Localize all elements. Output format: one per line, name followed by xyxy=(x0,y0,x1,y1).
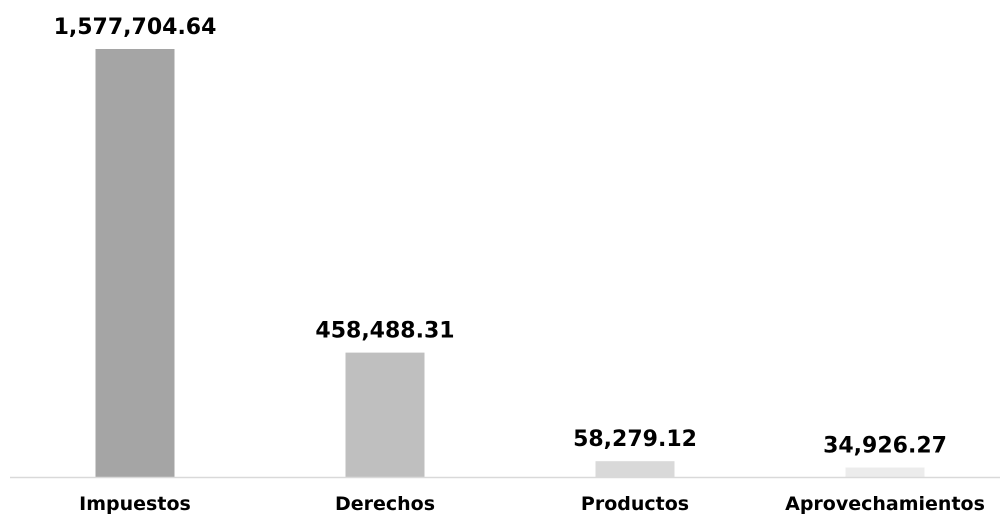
bar-group xyxy=(95,49,925,477)
category-label-productos: Productos xyxy=(581,493,689,515)
data-label-derechos: 458,488.31 xyxy=(315,319,454,344)
bar-productos xyxy=(595,461,675,477)
category-label-aprovechamientos: Aprovechamientos xyxy=(785,493,985,515)
data-label-aprovechamientos: 34,926.27 xyxy=(823,434,947,459)
data-label-impuestos: 1,577,704.64 xyxy=(54,15,217,40)
bar-impuestos xyxy=(95,49,175,477)
category-label-group: Impuestos Derechos Productos Aprovechamient… xyxy=(79,493,985,515)
category-label-impuestos: Impuestos xyxy=(79,493,191,515)
category-label-derechos: Derechos xyxy=(335,493,435,515)
bar-derechos xyxy=(345,352,425,477)
data-label-group: 1,577,704.64 458,488.31 58,279.12 34,926.27 xyxy=(54,15,947,459)
bar-aprovechamientos xyxy=(845,467,925,477)
data-label-productos: 58,279.12 xyxy=(573,427,697,452)
